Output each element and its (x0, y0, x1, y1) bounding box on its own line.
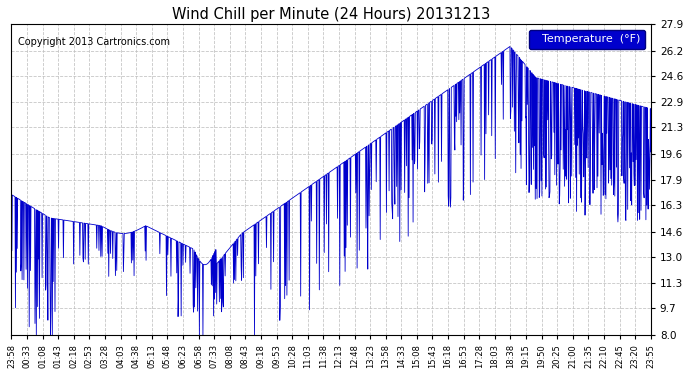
Title: Wind Chill per Minute (24 Hours) 20131213: Wind Chill per Minute (24 Hours) 2013121… (172, 7, 490, 22)
Text: Copyright 2013 Cartronics.com: Copyright 2013 Cartronics.com (18, 37, 170, 47)
Legend: Temperature  (°F): Temperature (°F) (529, 30, 645, 49)
